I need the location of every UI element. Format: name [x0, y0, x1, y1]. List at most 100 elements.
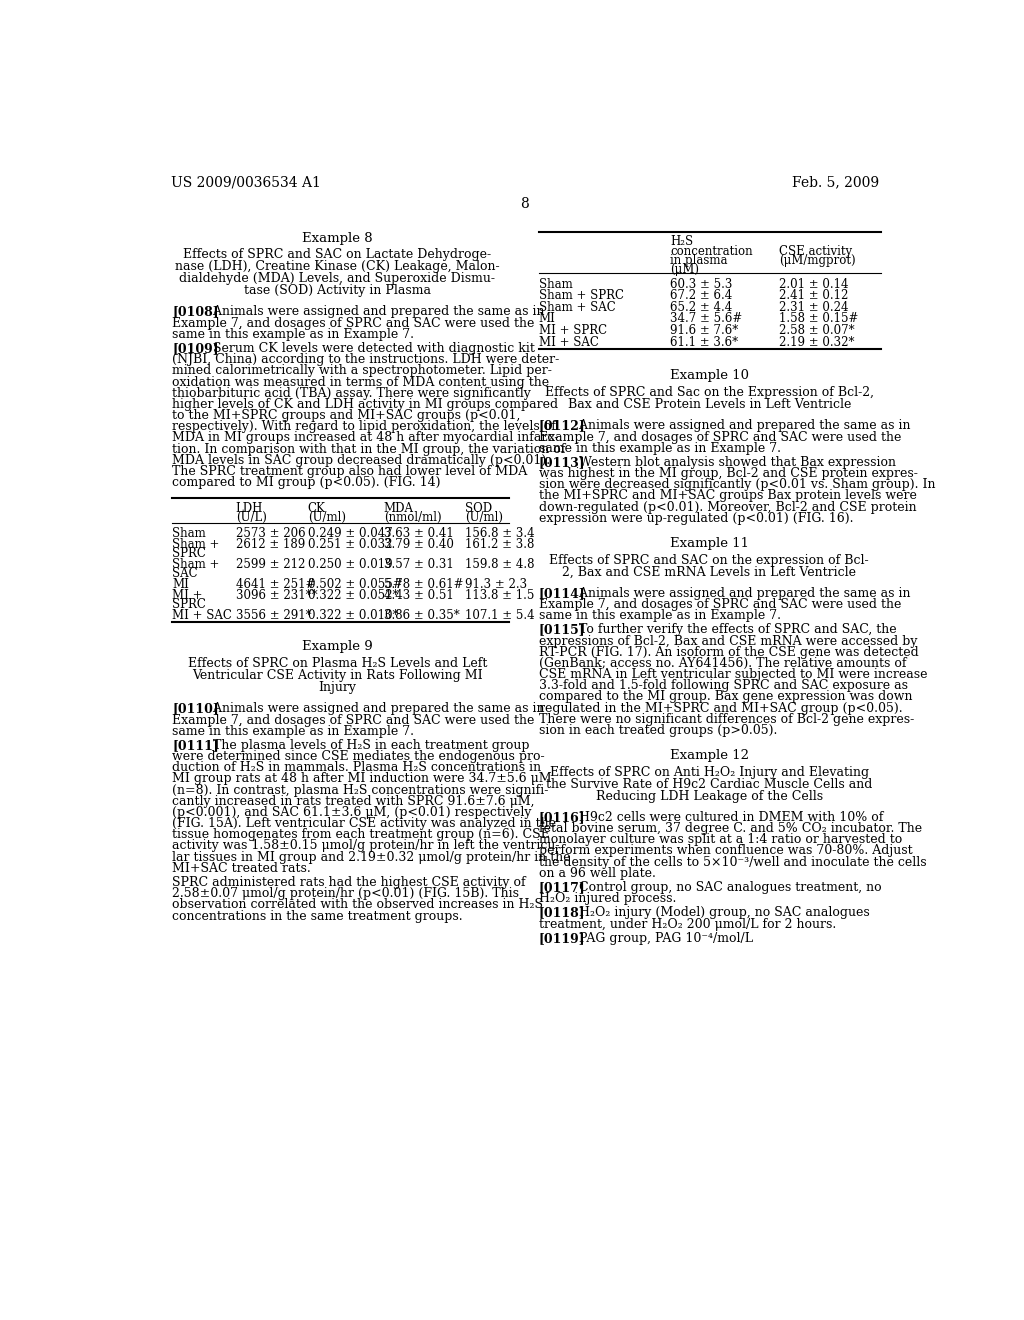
Text: (U/ml): (U/ml) — [465, 511, 503, 524]
Text: were determined since CSE mediates the endogenous pro-: were determined since CSE mediates the e… — [172, 750, 545, 763]
Text: same in this example as in Example 7.: same in this example as in Example 7. — [539, 442, 780, 455]
Text: tissue homogenates from each treatment group (n=6). CSE: tissue homogenates from each treatment g… — [172, 829, 550, 841]
Text: [0118]: [0118] — [539, 907, 586, 920]
Text: observation correlated with the observed increases in H₂S: observation correlated with the observed… — [172, 899, 543, 911]
Text: 34.7 ± 5.6#: 34.7 ± 5.6# — [671, 313, 742, 326]
Text: MDA levels in SAC group decreased dramatically (p<0.01).: MDA levels in SAC group decreased dramat… — [172, 454, 550, 467]
Text: CSE mRNA in Left ventricular subjected to MI were increase: CSE mRNA in Left ventricular subjected t… — [539, 668, 928, 681]
Text: MI + SPRC: MI + SPRC — [539, 323, 607, 337]
Text: [0119]: [0119] — [539, 932, 586, 945]
Text: to the MI+SPRC groups and MI+SAC groups (p<0.01,: to the MI+SPRC groups and MI+SAC groups … — [172, 409, 520, 422]
Text: cantly increased in rats treated with SPRC 91.6±7.6 μM,: cantly increased in rats treated with SP… — [172, 795, 535, 808]
Text: 0.249 ± 0.047: 0.249 ± 0.047 — [308, 527, 392, 540]
Text: (U/L): (U/L) — [236, 511, 266, 524]
Text: same in this example as in Example 7.: same in this example as in Example 7. — [172, 327, 414, 341]
Text: dialdehyde (MDA) Levels, and Superoxide Dismu-: dialdehyde (MDA) Levels, and Superoxide … — [179, 272, 496, 285]
Text: same in this example as in Example 7.: same in this example as in Example 7. — [172, 725, 414, 738]
Text: Control group, no SAC analogues treatment, no: Control group, no SAC analogues treatmen… — [567, 880, 882, 894]
Text: Effects of SPRC on Anti H₂O₂ Injury and Elevating: Effects of SPRC on Anti H₂O₂ Injury and … — [550, 766, 868, 779]
Text: H9c2 cells were cultured in DMEM with 10% of: H9c2 cells were cultured in DMEM with 10… — [567, 810, 884, 824]
Text: Ventricular CSE Activity in Rats Following MI: Ventricular CSE Activity in Rats Followi… — [191, 669, 482, 682]
Text: Effects of SPRC and Sac on the Expression of Bcl-2,: Effects of SPRC and Sac on the Expressio… — [545, 387, 873, 400]
Text: compared to the MI group. Bax gene expression was down: compared to the MI group. Bax gene expre… — [539, 690, 912, 704]
Text: 2.58±0.07 μmol/g protein/hr (p<0.01) (FIG. 15B). This: 2.58±0.07 μmol/g protein/hr (p<0.01) (FI… — [172, 887, 519, 900]
Text: 67.2 ± 6.4: 67.2 ± 6.4 — [671, 289, 733, 302]
Text: Example 9: Example 9 — [302, 640, 373, 653]
Text: concentration: concentration — [671, 244, 753, 257]
Text: mined calorimetrically with a spectrophotometer. Lipid per-: mined calorimetrically with a spectropho… — [172, 364, 552, 378]
Text: Sham + SPRC: Sham + SPRC — [539, 289, 624, 302]
Text: Example 7, and dosages of SPRC and SAC were used the: Example 7, and dosages of SPRC and SAC w… — [172, 714, 535, 726]
Text: [0111]: [0111] — [172, 739, 219, 752]
Text: concentrations in the same treatment groups.: concentrations in the same treatment gro… — [172, 909, 463, 923]
Text: [0114]: [0114] — [539, 587, 586, 599]
Text: treatment, under H₂O₂ 200 μmol/L for 2 hours.: treatment, under H₂O₂ 200 μmol/L for 2 h… — [539, 917, 836, 931]
Text: 3096 ± 231**: 3096 ± 231** — [236, 589, 317, 602]
Text: Example 12: Example 12 — [670, 748, 749, 762]
Text: Feb. 5, 2009: Feb. 5, 2009 — [792, 176, 879, 189]
Text: [0117]: [0117] — [539, 880, 586, 894]
Text: MI group rats at 48 h after MI induction were 34.7±5.6 μM: MI group rats at 48 h after MI induction… — [172, 772, 552, 785]
Text: 2.19 ± 0.32*: 2.19 ± 0.32* — [779, 335, 854, 348]
Text: tase (SOD) Activity in Plasma: tase (SOD) Activity in Plasma — [244, 284, 431, 297]
Text: Effects of SPRC on Plasma H₂S Levels and Left: Effects of SPRC on Plasma H₂S Levels and… — [187, 657, 487, 671]
Text: Reducing LDH Leakage of the Cells: Reducing LDH Leakage of the Cells — [596, 789, 823, 803]
Text: (FIG. 15A). Left ventricular CSE activity was analyzed in the: (FIG. 15A). Left ventricular CSE activit… — [172, 817, 556, 830]
Text: 2599 ± 212: 2599 ± 212 — [236, 558, 305, 572]
Text: 5.78 ± 0.61#: 5.78 ± 0.61# — [384, 578, 463, 591]
Text: 0.251 ± 0.032: 0.251 ± 0.032 — [308, 539, 392, 550]
Text: Example 8: Example 8 — [302, 231, 373, 244]
Text: perform experiments when confluence was 70-80%. Adjust: perform experiments when confluence was … — [539, 845, 912, 858]
Text: down-regulated (p<0.01). Moreover, Bcl-2 and CSE protein: down-regulated (p<0.01). Moreover, Bcl-2… — [539, 500, 916, 513]
Text: 156.8 ± 3.4: 156.8 ± 3.4 — [465, 527, 535, 540]
Text: [0109]: [0109] — [172, 342, 219, 355]
Text: thiobarbituric acid (TBA) assay. There were significantly: thiobarbituric acid (TBA) assay. There w… — [172, 387, 531, 400]
Text: (n=8). In contrast, plasma H₂S concentrations were signifi-: (n=8). In contrast, plasma H₂S concentra… — [172, 784, 549, 797]
Text: Animals were assigned and prepared the same as in: Animals were assigned and prepared the s… — [201, 305, 545, 318]
Text: Animals were assigned and prepared the same as in: Animals were assigned and prepared the s… — [567, 420, 911, 433]
Text: (U/ml): (U/ml) — [308, 511, 346, 524]
Text: (nmol/ml): (nmol/ml) — [384, 511, 441, 524]
Text: (p<0.001), and SAC 61.1±3.6 μM, (p<0.01) respectively: (p<0.001), and SAC 61.1±3.6 μM, (p<0.01)… — [172, 807, 531, 818]
Text: 61.1 ± 3.6*: 61.1 ± 3.6* — [671, 335, 738, 348]
Text: Western blot analysis showed that Bax expression: Western blot analysis showed that Bax ex… — [567, 455, 896, 469]
Text: PAG group, PAG 10⁻⁴/mol/L: PAG group, PAG 10⁻⁴/mol/L — [567, 932, 754, 945]
Text: Sham +: Sham + — [172, 558, 219, 572]
Text: Sham: Sham — [539, 277, 572, 290]
Text: [0112]: [0112] — [539, 420, 586, 433]
Text: the Survive Rate of H9c2 Cardiac Muscle Cells and: the Survive Rate of H9c2 Cardiac Muscle … — [546, 777, 872, 791]
Text: 2.58 ± 0.07*: 2.58 ± 0.07* — [779, 323, 855, 337]
Text: Sham + SAC: Sham + SAC — [539, 301, 615, 314]
Text: SOD: SOD — [465, 502, 493, 515]
Text: CSE activity: CSE activity — [779, 244, 852, 257]
Text: [0115]: [0115] — [539, 623, 586, 636]
Text: 2.41 ± 0.12: 2.41 ± 0.12 — [779, 289, 848, 302]
Text: MI: MI — [172, 578, 189, 591]
Text: (NJBI, China) according to the instructions. LDH were deter-: (NJBI, China) according to the instructi… — [172, 354, 559, 366]
Text: Example 7, and dosages of SPRC and SAC were used the: Example 7, and dosages of SPRC and SAC w… — [539, 430, 901, 444]
Text: fetal bovine serum, 37 degree C. and 5% CO₂ incubator. The: fetal bovine serum, 37 degree C. and 5% … — [539, 822, 922, 836]
Text: SAC: SAC — [172, 568, 198, 581]
Text: Injury: Injury — [318, 681, 356, 694]
Text: SPRC: SPRC — [172, 598, 206, 611]
Text: Example 7, and dosages of SPRC and SAC were used the: Example 7, and dosages of SPRC and SAC w… — [539, 598, 901, 611]
Text: [0108]: [0108] — [172, 305, 219, 318]
Text: was highest in the MI group, Bcl-2 and CSE protein expres-: was highest in the MI group, Bcl-2 and C… — [539, 467, 918, 480]
Text: oxidation was measured in terms of MDA content using the: oxidation was measured in terms of MDA c… — [172, 376, 549, 388]
Text: 0.502 ± 0.055#: 0.502 ± 0.055# — [308, 578, 402, 591]
Text: Sham +: Sham + — [172, 539, 219, 550]
Text: 8: 8 — [520, 197, 529, 211]
Text: The plasma levels of H₂S in each treatment group: The plasma levels of H₂S in each treatme… — [201, 739, 529, 752]
Text: 161.2 ± 3.8: 161.2 ± 3.8 — [465, 539, 535, 550]
Text: 60.3 ± 5.3: 60.3 ± 5.3 — [671, 277, 733, 290]
Text: regulated in the MI+SPRC and MI+SAC group (p<0.05).: regulated in the MI+SPRC and MI+SAC grou… — [539, 702, 902, 714]
Text: 2.01 ± 0.14: 2.01 ± 0.14 — [779, 277, 849, 290]
Text: (μM/mgprot): (μM/mgprot) — [779, 253, 856, 267]
Text: 3.86 ± 0.35*: 3.86 ± 0.35* — [384, 609, 460, 622]
Text: Example 11: Example 11 — [670, 537, 749, 550]
Text: MI + SAC: MI + SAC — [539, 335, 599, 348]
Text: monolayer culture was split at a 1:4 ratio or harvested to: monolayer culture was split at a 1:4 rat… — [539, 833, 902, 846]
Text: The SPRC treatment group also had lower level of MDA: The SPRC treatment group also had lower … — [172, 465, 527, 478]
Text: 113.8 ± 1.5: 113.8 ± 1.5 — [465, 589, 535, 602]
Text: 2.31 ± 0.24: 2.31 ± 0.24 — [779, 301, 849, 314]
